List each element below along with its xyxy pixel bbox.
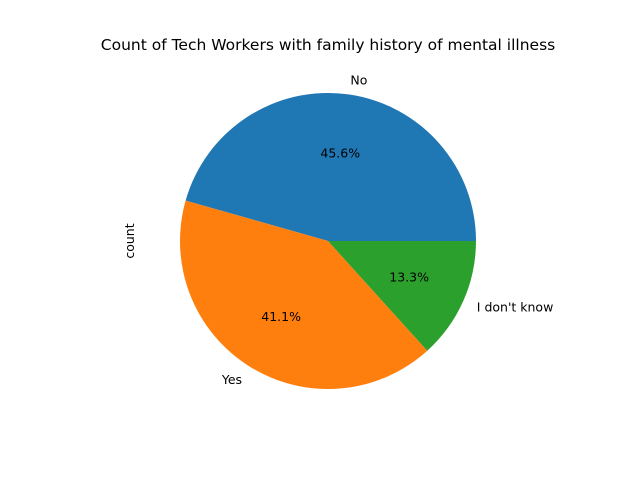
slice-percent-yes: 41.1%	[261, 309, 301, 324]
slice-percent-i-don-t-know: 13.3%	[389, 270, 429, 285]
pie-slices	[179, 92, 476, 390]
slice-label-yes: Yes	[221, 372, 242, 387]
chart-title: Count of Tech Workers with family histor…	[101, 36, 555, 54]
y-axis-label: count	[122, 223, 137, 258]
pie-slice-yes	[179, 200, 428, 390]
slice-percent-no: 45.6%	[320, 146, 360, 161]
pie-slice-no	[185, 92, 476, 241]
pie-slice-i-don-t-know	[328, 241, 476, 351]
slice-label-i-don-t-know: I don't know	[477, 300, 554, 315]
slice-label-no: No	[350, 72, 367, 87]
pie-labels: No 45.6% Yes 41.1% I don't know 13.3%	[221, 72, 553, 387]
